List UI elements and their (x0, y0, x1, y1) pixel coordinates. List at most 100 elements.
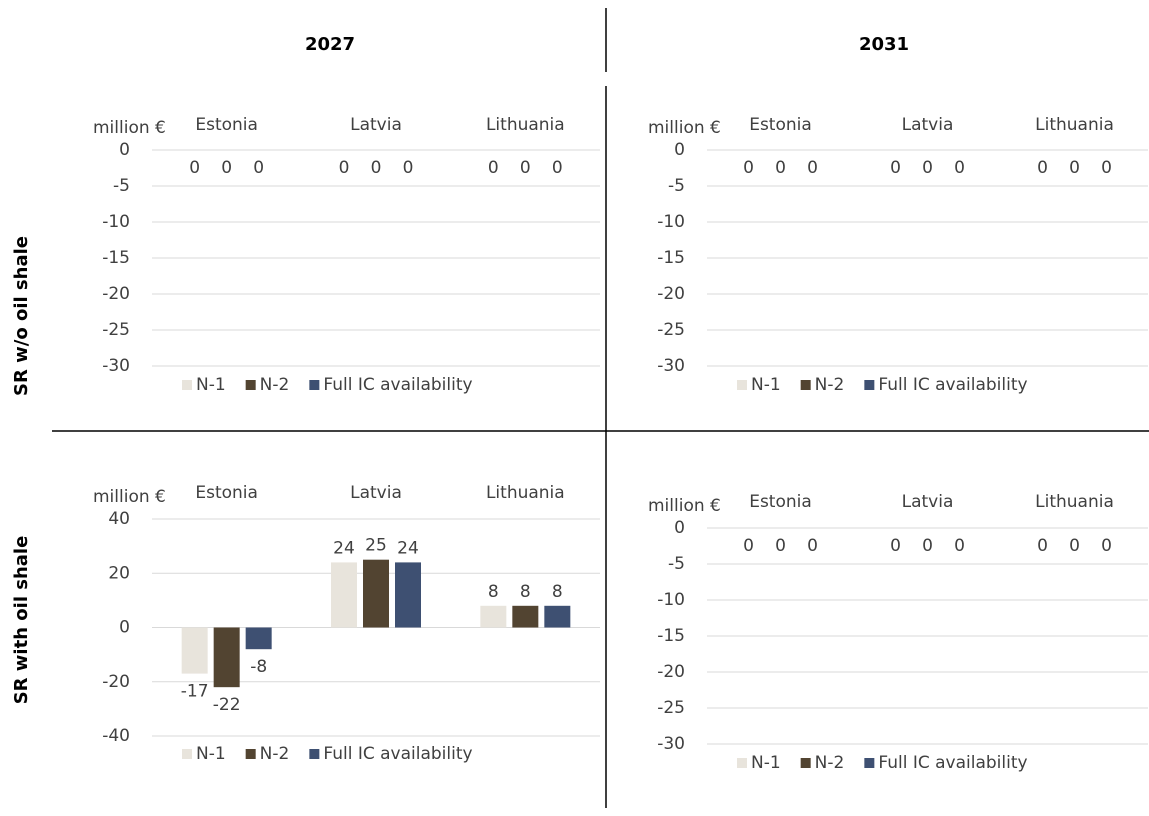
legend-label: N-2 (815, 375, 845, 395)
bar (544, 605, 571, 628)
legend-swatch (245, 749, 256, 759)
y-tick-label: -15 (657, 248, 685, 268)
y-tick-label: 0 (674, 518, 685, 538)
y-axis-label: million € (93, 487, 166, 507)
y-tick-label: -15 (102, 248, 130, 268)
gap (590, 72, 622, 86)
data-label: -22 (213, 695, 241, 715)
legend-swatch (309, 749, 320, 759)
y-tick-label: -30 (657, 734, 685, 754)
y-tick-label: -10 (657, 590, 685, 610)
y-tick-label: -5 (668, 554, 685, 574)
data-label: 0 (552, 158, 563, 178)
legend-label: Full IC availability (878, 753, 1027, 773)
y-tick-label: -5 (113, 176, 130, 196)
legend-label: Full IC availability (878, 375, 1027, 395)
data-label: 0 (221, 158, 232, 178)
y-tick-label: -30 (102, 356, 130, 376)
data-label: 0 (1101, 158, 1112, 178)
y-tick-label: -20 (102, 284, 130, 304)
y-tick-label: 0 (119, 140, 130, 160)
legend-swatch (182, 380, 192, 390)
legend-label: N-2 (260, 375, 290, 395)
row-header: SR w/o oil shale (11, 236, 32, 396)
data-label: 0 (954, 536, 965, 556)
y-axis-label: million € (648, 496, 721, 516)
category-label: Latvia (350, 483, 402, 503)
data-label: 8 (552, 582, 563, 602)
legend-swatch (309, 380, 320, 390)
bar (363, 559, 389, 628)
y-tick-label: 0 (674, 140, 685, 160)
data-label: 0 (371, 158, 382, 178)
data-label: 0 (922, 536, 933, 556)
data-label: 0 (1101, 536, 1112, 556)
data-label: 24 (397, 538, 419, 558)
bar (181, 627, 208, 674)
legend-swatch (245, 380, 256, 390)
y-tick-label: -25 (102, 320, 130, 340)
row-header: SR with oil shale (11, 536, 32, 705)
legend-label: N-1 (751, 753, 781, 773)
y-tick-label: 20 (108, 563, 130, 583)
category-label: Estonia (195, 115, 258, 135)
data-label: 0 (922, 158, 933, 178)
legend-label: N-1 (196, 744, 226, 764)
category-label: Lithuania (486, 483, 565, 503)
data-label: 8 (520, 582, 531, 602)
data-label: 24 (333, 538, 355, 558)
y-tick-label: -25 (657, 698, 685, 718)
legend-swatch (737, 380, 747, 390)
bar (512, 605, 539, 628)
y-axis-label: million € (93, 118, 166, 138)
y-tick-label: -20 (657, 662, 685, 682)
category-label: Lithuania (1035, 492, 1114, 512)
y-tick-label: -40 (102, 726, 130, 746)
data-label: 0 (189, 158, 200, 178)
bar (480, 605, 507, 628)
data-label: 8 (488, 582, 499, 602)
bar (331, 562, 357, 628)
data-label: 0 (954, 158, 965, 178)
category-label: Lithuania (486, 115, 565, 135)
column-header: 2027 (305, 34, 355, 55)
bar (395, 562, 421, 628)
legend-swatch (864, 380, 875, 390)
data-label: 0 (775, 536, 786, 556)
data-label: 0 (339, 158, 350, 178)
data-label: 25 (365, 536, 387, 556)
legend-label: N-2 (260, 744, 290, 764)
data-label: 0 (775, 158, 786, 178)
y-axis-label: million € (648, 118, 721, 138)
y-tick-label: -10 (102, 212, 130, 232)
y-tick-label: -10 (657, 212, 685, 232)
category-label: Latvia (902, 492, 954, 512)
column-header: 2031 (859, 34, 909, 55)
y-tick-label: 40 (108, 509, 130, 529)
category-label: Estonia (195, 483, 258, 503)
data-label: 0 (1037, 536, 1048, 556)
legend-swatch (182, 749, 192, 759)
data-label: 0 (1069, 536, 1080, 556)
data-label: 0 (488, 158, 499, 178)
data-label: 0 (253, 158, 264, 178)
data-label: 0 (807, 158, 818, 178)
legend-swatch (800, 380, 811, 390)
data-label: 0 (743, 158, 754, 178)
legend-swatch (800, 758, 811, 768)
data-label: 0 (890, 536, 901, 556)
y-tick-label: -15 (657, 626, 685, 646)
category-label: Estonia (749, 492, 812, 512)
y-tick-label: -30 (657, 356, 685, 376)
category-label: Latvia (902, 115, 954, 135)
legend-swatch (864, 758, 875, 768)
data-label: 0 (520, 158, 531, 178)
legend-label: Full IC availability (323, 375, 472, 395)
data-label: -8 (250, 657, 267, 677)
legend-label: N-1 (196, 375, 226, 395)
data-label: 0 (1069, 158, 1080, 178)
category-label: Lithuania (1035, 115, 1114, 135)
data-label: 0 (1037, 158, 1048, 178)
bar (213, 627, 240, 688)
